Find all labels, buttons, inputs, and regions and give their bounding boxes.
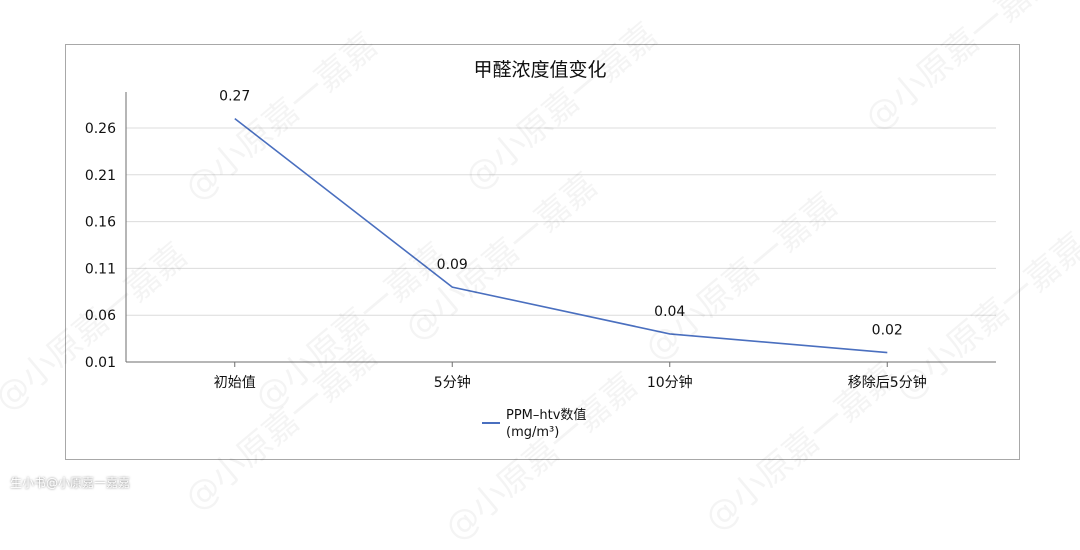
data-label: 0.27 (219, 89, 250, 105)
x-tick-labels: 初始值 5分钟 10分钟 移除后5分钟 (214, 374, 927, 391)
chart-plot: 0.01 0.06 0.11 0.16 0.21 0.26 初始值 5分钟 10分钟 移除后5分… (85, 89, 996, 391)
axes (125, 92, 996, 367)
data-labels: 0.27 0.09 0.04 0.02 (219, 89, 903, 339)
legend-label: PPM–htv数值 (mg/m³) (506, 408, 587, 440)
x-tick-label: 10分钟 (647, 374, 693, 391)
y-tick-labels: 0.01 0.06 0.11 0.16 0.21 0.26 (85, 121, 116, 371)
y-tick-label: 0.06 (85, 308, 116, 324)
data-label: 0.09 (437, 257, 468, 273)
x-tick-label: 5分钟 (434, 374, 471, 391)
data-label: 0.02 (872, 323, 903, 339)
series-line (234, 117, 888, 354)
y-tick-label: 0.21 (85, 168, 116, 184)
grid-lines (126, 127, 996, 316)
series-lines (234, 117, 888, 354)
y-tick-label: 0.26 (85, 121, 116, 137)
x-tick-label: 移除后5分钟 (848, 374, 927, 391)
y-tick-label: 0.16 (85, 215, 116, 231)
y-tick-label: 0.11 (85, 261, 116, 277)
footer-watermark: 生小书@小原嘉一嘉嘉 (10, 476, 131, 490)
data-label: 0.04 (654, 304, 685, 320)
legend: PPM–htv数值 (mg/m³) (482, 407, 586, 441)
y-tick-label: 0.01 (85, 355, 116, 371)
x-tick-label: 初始值 (214, 374, 256, 391)
chart-frame (65, 44, 1020, 460)
chart-title: 甲醛浓度值变化 (473, 59, 607, 81)
legend-swatch (482, 422, 500, 424)
